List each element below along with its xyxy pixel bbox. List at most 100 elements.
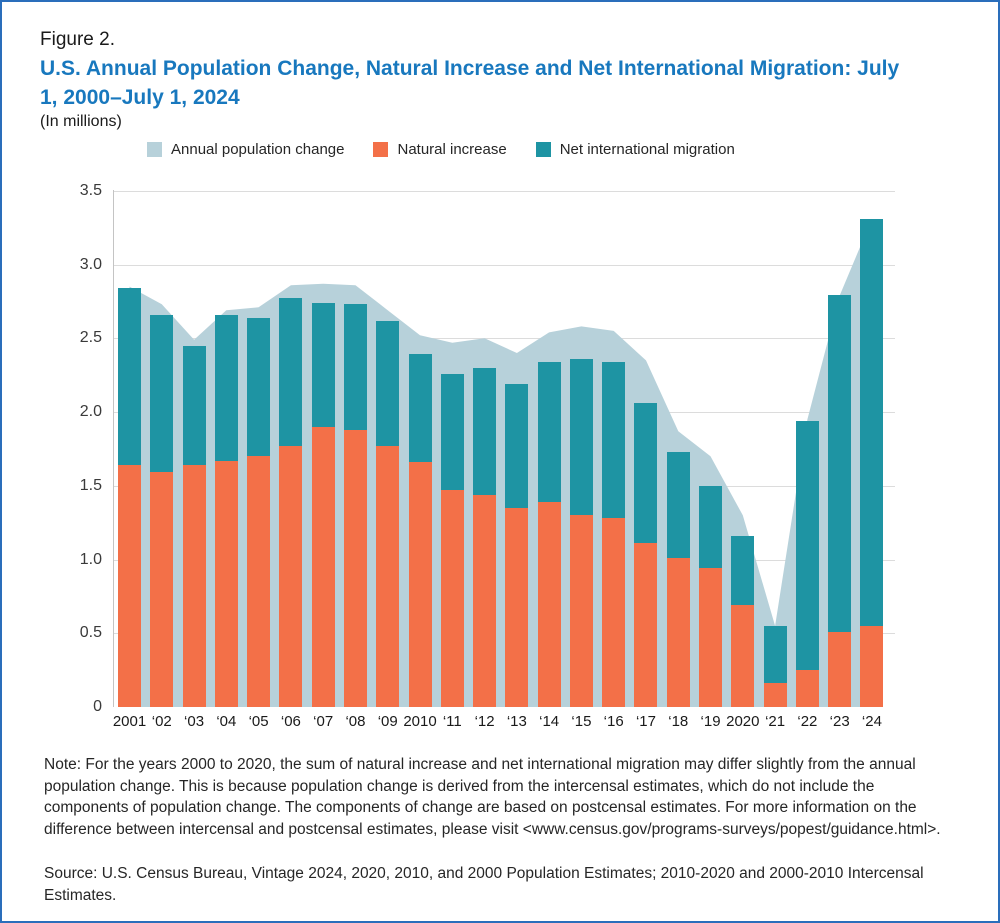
bar-net-international-migration-17 [634, 403, 658, 544]
bar-net-international-migration-23 [828, 295, 852, 632]
bar-natural-increase-16 [602, 518, 626, 707]
bar-natural-increase-07 [311, 426, 335, 707]
bar-natural-increase-22 [795, 670, 819, 707]
natural-increase-swatch-icon [373, 142, 389, 157]
bar-natural-increase-19 [699, 568, 723, 707]
y-tick-label: 3.0 [79, 255, 102, 273]
bar-natural-increase-14 [537, 501, 561, 707]
bar-natural-increase-18 [666, 558, 690, 707]
gridline [114, 338, 895, 340]
bar-net-international-migration-2001 [118, 288, 141, 466]
bar-net-international-migration-05 [247, 317, 271, 457]
y-tick-label: 0.5 [79, 624, 102, 642]
x-tick-label: ‘19 [700, 713, 721, 730]
bar-net-international-migration-16 [602, 361, 626, 519]
bar-natural-increase-04 [214, 460, 238, 707]
bar-natural-increase-2010 [408, 462, 432, 707]
bar-net-international-migration-07 [311, 302, 335, 427]
x-tick-label: 2001 [112, 713, 147, 730]
bar-net-international-migration-15 [569, 358, 593, 516]
x-tick-label: ‘21 [765, 713, 786, 730]
bar-natural-increase-09 [376, 445, 400, 707]
bar-net-international-migration-11 [440, 373, 464, 491]
x-tick-label: ‘23 [829, 713, 850, 730]
y-tick-label: 2.0 [79, 403, 102, 420]
bar-net-international-migration-18 [666, 451, 690, 558]
bar-natural-increase-08 [343, 429, 367, 707]
bar-net-international-migration-22 [795, 420, 819, 671]
x-tick-label: ‘22 [797, 713, 818, 730]
x-tick-label: ‘05 [248, 713, 269, 730]
x-tick-label: ‘02 [151, 713, 172, 730]
chart-source: Source: U.S. Census Bureau, Vintage 2024… [44, 865, 924, 904]
bar-net-international-migration-03 [182, 345, 206, 466]
bar-net-international-migration-14 [537, 361, 561, 502]
bar-natural-increase-02 [150, 472, 174, 707]
legend-label: Natural increase [397, 141, 507, 158]
bar-natural-increase-2001 [118, 465, 141, 707]
x-tick-label: ‘15 [571, 713, 592, 730]
y-axis-line [112, 190, 114, 707]
y-tick-label: 0 [93, 698, 102, 715]
legend-label: Annual population change [171, 141, 345, 158]
bar-natural-increase-2020 [731, 605, 755, 707]
x-tick-label: 2010 [403, 713, 437, 730]
gridline [114, 190, 895, 192]
x-tick-label: ‘03 [184, 713, 205, 730]
bar-natural-increase-12 [473, 494, 497, 707]
y-tick-label: 1.0 [79, 550, 102, 568]
bar-natural-increase-13 [505, 507, 529, 707]
legend-item-net-international-migration: Net international migration [535, 141, 735, 158]
bar-net-international-migration-13 [505, 383, 529, 508]
bar-natural-increase-05 [247, 456, 271, 707]
figure-number: Figure 2. [40, 29, 115, 50]
legend-label: Net international migration [559, 141, 735, 158]
bar-net-international-migration-02 [150, 314, 174, 473]
bar-net-international-migration-2010 [408, 354, 432, 463]
population-change-swatch-icon [147, 142, 162, 157]
bar-natural-increase-24 [860, 625, 884, 707]
bar-net-international-migration-24 [860, 218, 884, 626]
bar-natural-increase-06 [279, 445, 303, 707]
gridline [114, 264, 895, 266]
legend-item-natural-increase: Natural increase [373, 141, 507, 158]
bar-natural-increase-17 [634, 543, 658, 707]
chart-legend: Annual population change Natural increas… [147, 141, 735, 158]
bar-net-international-migration-12 [473, 367, 497, 495]
bar-net-international-migration-08 [343, 304, 367, 430]
net-international-migration-swatch-icon [535, 142, 551, 157]
legend-item-population-change: Annual population change [147, 141, 344, 158]
x-tick-label: 2020 [726, 713, 760, 730]
bar-natural-increase-15 [569, 515, 593, 707]
x-tick-label: ‘07 [313, 713, 334, 730]
figure-title: U.S. Annual Population Change, Natural I… [40, 57, 900, 109]
x-tick-label: ‘08 [345, 713, 366, 730]
x-tick-label: ‘18 [668, 713, 689, 730]
x-tick-label: ‘14 [539, 713, 560, 730]
bar-natural-increase-21 [763, 683, 787, 707]
x-tick-label: ‘13 [506, 713, 527, 730]
x-tick-label: ‘12 [474, 713, 495, 730]
bar-net-international-migration-06 [279, 298, 303, 446]
bar-net-international-migration-09 [376, 320, 400, 446]
x-tick-label: ‘11 [442, 713, 462, 730]
bar-net-international-migration-21 [763, 625, 787, 684]
x-tick-label: ‘04 [216, 713, 237, 730]
y-tick-label: 1.5 [79, 476, 102, 494]
y-tick-label: 3.5 [79, 181, 102, 199]
figure-subtitle: (In millions) [40, 113, 122, 130]
bar-natural-increase-11 [440, 490, 464, 707]
bar-natural-increase-03 [182, 465, 206, 707]
bar-net-international-migration-04 [214, 314, 238, 461]
x-tick-label: ‘06 [280, 713, 301, 730]
bar-natural-increase-23 [828, 631, 852, 707]
y-tick-label: 2.5 [79, 329, 102, 347]
bar-net-international-migration-2020 [731, 535, 755, 606]
chart-note: Note: For the years 2000 to 2020, the su… [44, 756, 941, 838]
x-tick-label: ‘09 [377, 713, 398, 730]
x-tick-label: ‘17 [635, 713, 656, 730]
bar-net-international-migration-19 [699, 485, 723, 569]
x-tick-label: ‘24 [861, 713, 882, 730]
